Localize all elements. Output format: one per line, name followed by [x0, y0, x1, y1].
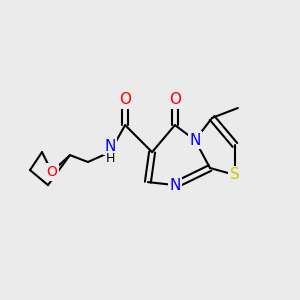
- Text: N: N: [104, 139, 116, 154]
- Text: N: N: [189, 133, 201, 148]
- Text: O: O: [169, 92, 181, 107]
- Text: S: S: [230, 167, 240, 182]
- Text: O: O: [46, 165, 57, 179]
- Text: O: O: [119, 92, 131, 107]
- Text: H: H: [105, 152, 115, 165]
- Text: N: N: [169, 178, 181, 193]
